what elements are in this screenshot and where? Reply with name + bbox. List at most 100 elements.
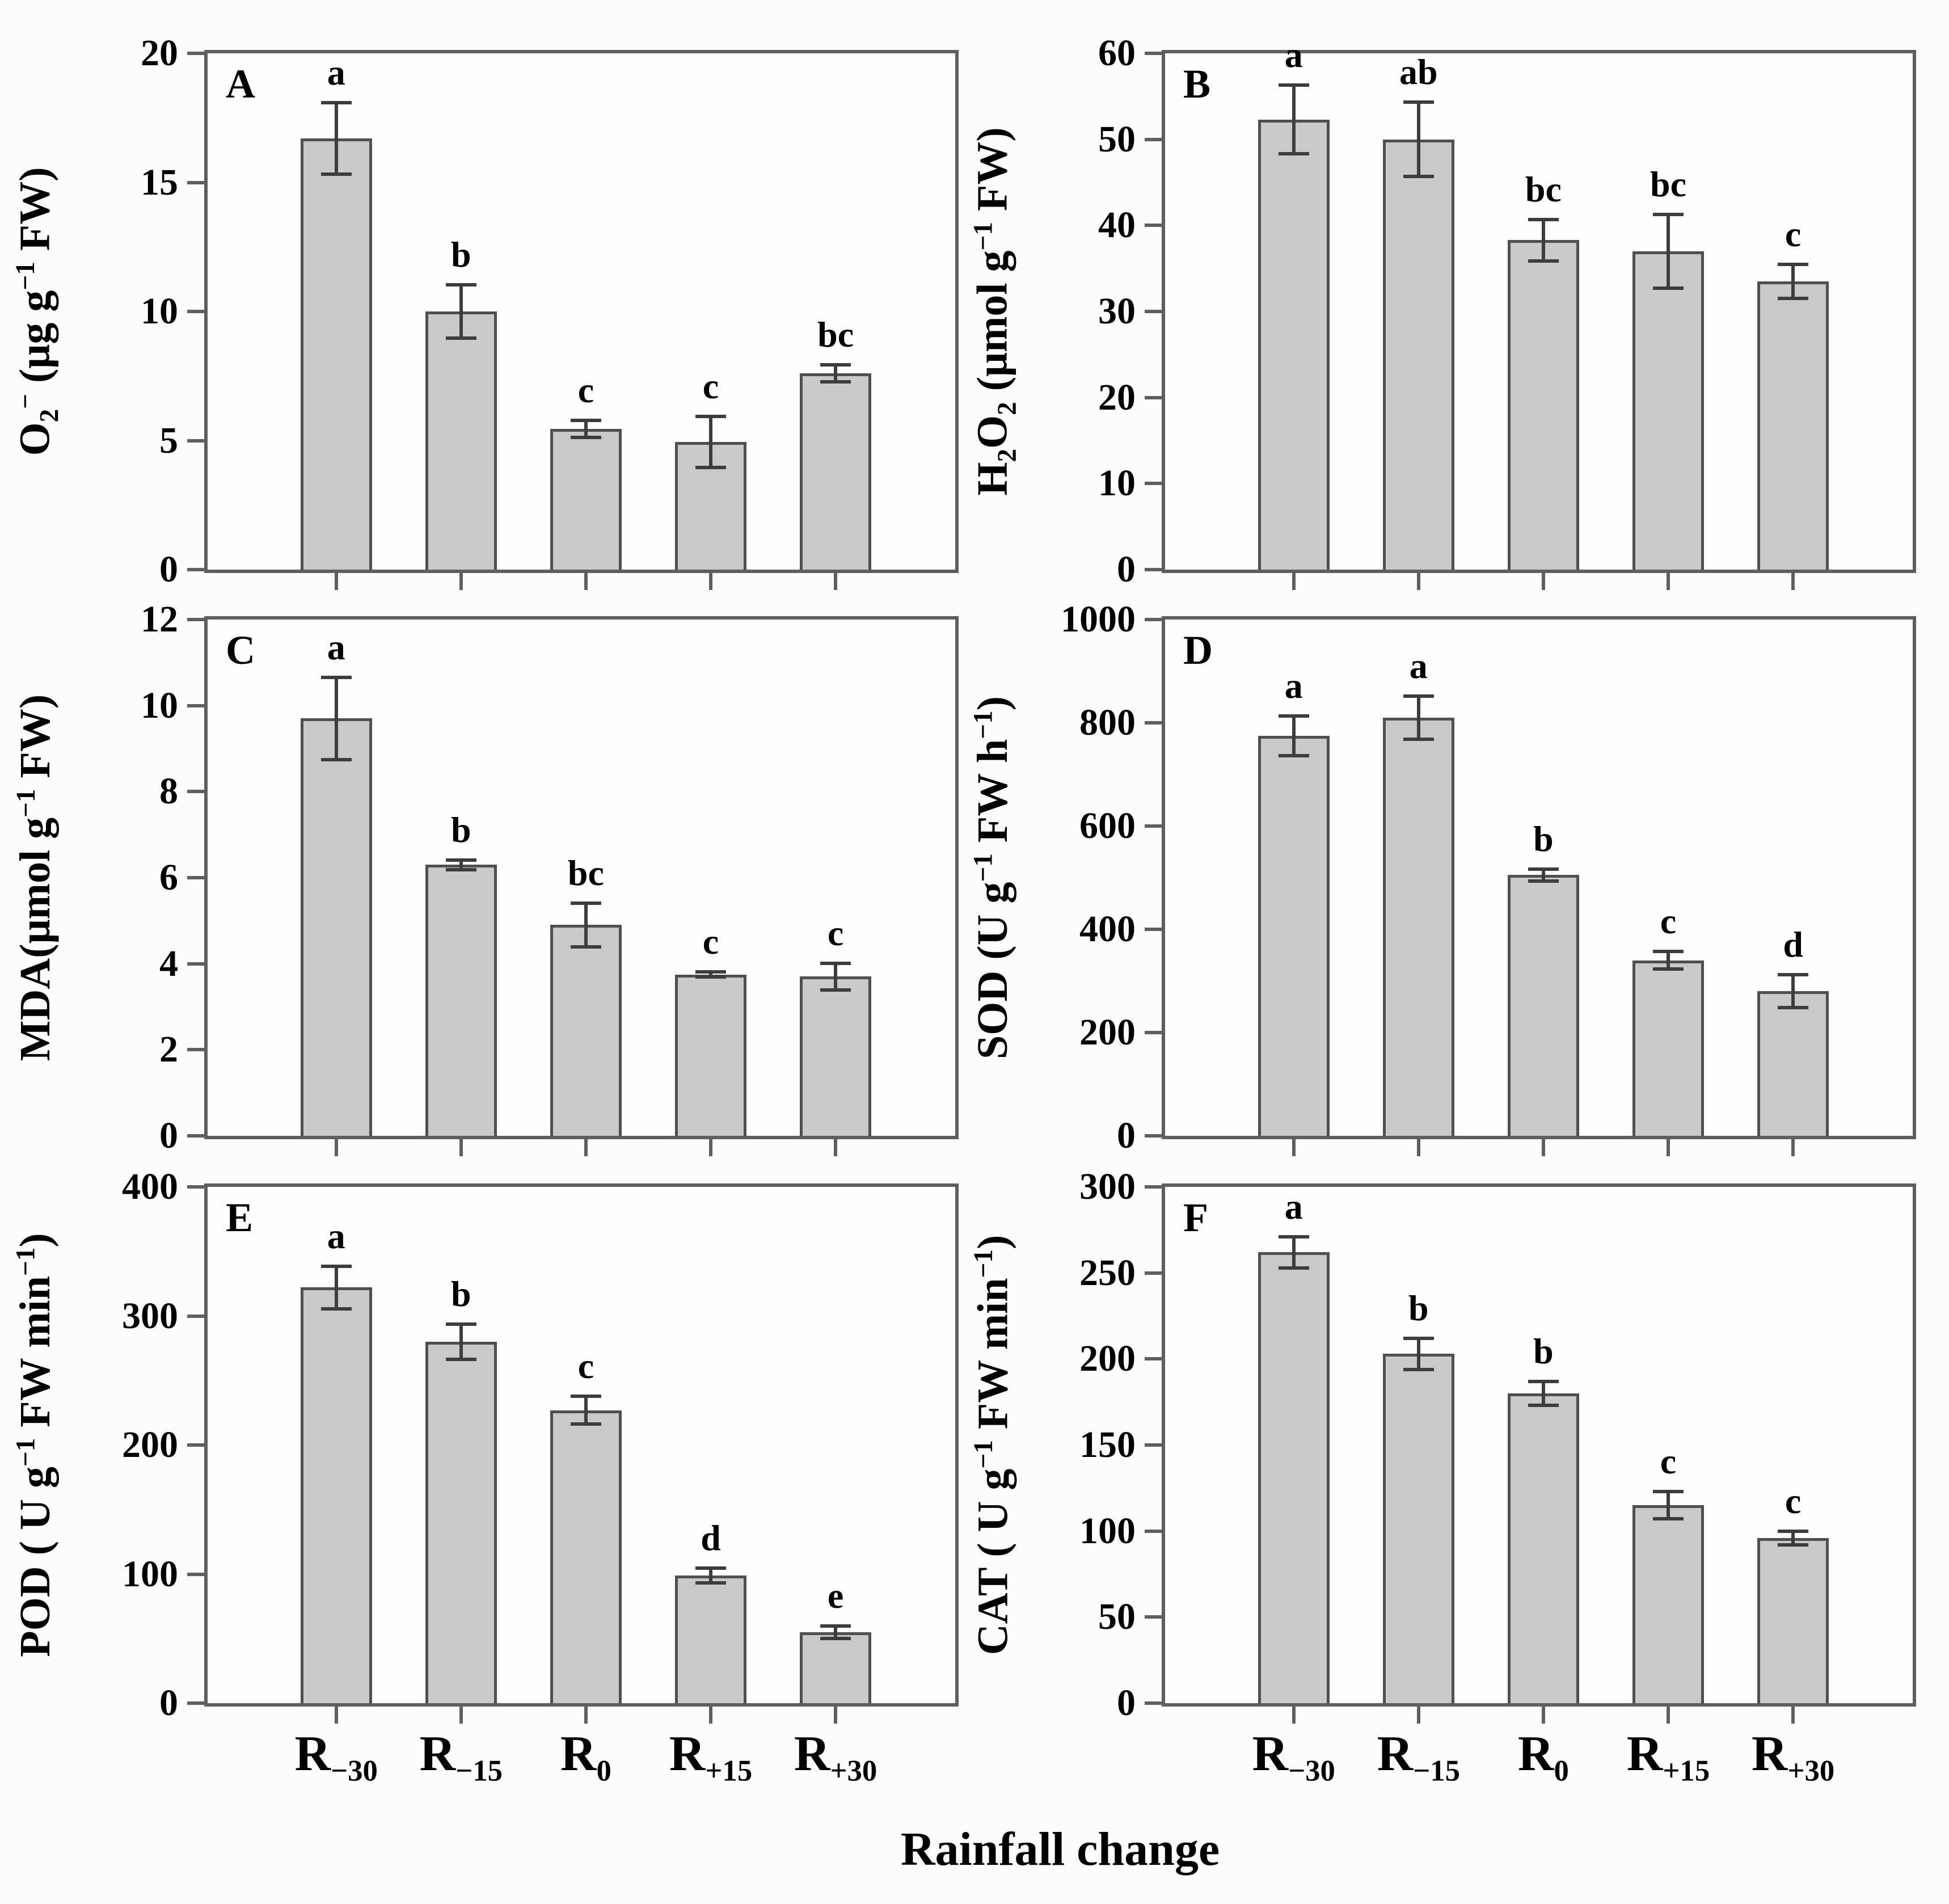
significance-letter: a — [1284, 35, 1303, 75]
x-tick-mark — [834, 573, 838, 590]
y-tick-label: 20 — [1098, 376, 1136, 418]
x-category-label-R+30: R+30 — [1751, 1726, 1835, 1788]
error-bar-line — [334, 101, 338, 176]
panel-D-plot: D SOD (U g−1 FW h−1) 0 200 400 600 800 1000 a a b c… — [969, 601, 1916, 1156]
error-bar-line — [1416, 1336, 1420, 1371]
y-axis-label: SOD (U g−1 FW h−1) — [968, 696, 1017, 1059]
x-tick-mark — [1791, 1139, 1795, 1156]
y-tick-label: 10 — [141, 290, 178, 332]
error-bar-cap-bottom — [1403, 1367, 1434, 1371]
error-bar-line — [459, 283, 463, 340]
y-tick-label: 100 — [1079, 1510, 1136, 1552]
y-tick-label: 250 — [1079, 1252, 1136, 1294]
x-tick-mark — [834, 1139, 838, 1156]
x-category-label-R+30: R+30 — [794, 1726, 878, 1788]
panel-label-C: C — [226, 627, 255, 673]
x-tick-mark — [1791, 573, 1795, 590]
error-bar-cap-bottom — [695, 465, 726, 469]
bar-R-15 — [1382, 1354, 1454, 1703]
error-bar-cap-top — [445, 283, 476, 287]
significance-letter: d — [701, 1517, 721, 1558]
significance-letter: c — [577, 369, 594, 410]
panel-A-plot: A O2− (μg g−1 FW) 0 5 10 15 20 a b c c bc — [11, 35, 959, 590]
bar-R+30 — [800, 373, 872, 570]
error-bar-cap-bottom — [570, 945, 601, 949]
y-tick-label: 0 — [159, 1682, 178, 1724]
error-bar-line — [1667, 950, 1670, 971]
error-bar-cap-top — [1778, 973, 1809, 977]
x-tick-mark — [709, 1139, 712, 1156]
x-tick-mark — [459, 573, 463, 590]
y-tick-mark — [1145, 568, 1162, 571]
error-bar-line — [709, 1566, 712, 1585]
x-tick-mark — [1416, 1707, 1420, 1724]
y-tick-label: 400 — [122, 1166, 178, 1207]
error-bar-cap-top — [1778, 1529, 1809, 1533]
x-category-label-R+15: R+15 — [669, 1726, 753, 1788]
y-axis-label: CAT ( U g−1 FW min−1) — [968, 1235, 1017, 1656]
y-axis-label-wrap: SOD (U g−1 FW h−1) — [965, 620, 1020, 1136]
error-bar-cap-bottom — [1528, 259, 1559, 263]
y-tick-label: 200 — [1079, 1012, 1136, 1053]
bar-R+15 — [675, 1575, 746, 1703]
significance-letter: bc — [1525, 169, 1562, 209]
y-tick-label: 6 — [159, 857, 178, 898]
error-bar-line — [1541, 1379, 1545, 1408]
significance-letter: b — [1533, 1330, 1554, 1371]
error-bar-cap-bottom — [1403, 174, 1434, 178]
error-bar-cap-top — [445, 1322, 476, 1326]
y-axis-label: H2O2 (μmol g−1 FW) — [968, 127, 1023, 496]
error-bar-cap-top — [1528, 217, 1559, 221]
x-tick-mark — [1791, 1707, 1795, 1724]
error-bar-line — [1292, 1235, 1296, 1270]
y-tick-label: 800 — [1079, 702, 1136, 743]
panel-C-plot: C MDA(μmol g−1 FW) 0 2 4 6 8 10 12 a b bc c c — [11, 601, 959, 1156]
panel-label-B: B — [1183, 61, 1211, 107]
bar-R0 — [1507, 240, 1579, 570]
y-axis-label-wrap: H2O2 (μmol g−1 FW) — [965, 53, 1023, 570]
bar-R+15 — [1632, 960, 1704, 1136]
bar-R-15 — [425, 865, 497, 1136]
y-tick-label: 10 — [141, 684, 178, 726]
y-tick-label: 40 — [1098, 204, 1136, 246]
y-tick-mark — [1145, 1271, 1162, 1275]
y-axis-label-wrap: POD ( U g−1 FW min−1) — [8, 1187, 62, 1703]
y-tick-mark — [187, 1314, 204, 1318]
error-bar-line — [1791, 262, 1795, 301]
y-tick-mark — [1145, 1357, 1162, 1361]
y-tick-mark — [1145, 224, 1162, 228]
y-tick-mark — [187, 568, 204, 571]
significance-letter: a — [327, 626, 345, 667]
panel-F-plot: F CAT ( U g−1 FW min−1) 0 50 100 150 200 250 300… — [969, 1168, 1916, 1786]
x-category-label-R+15: R+15 — [1626, 1726, 1710, 1788]
x-tick-mark — [709, 1707, 712, 1724]
error-bar-cap-top — [1278, 1235, 1309, 1239]
error-bar-line — [709, 415, 712, 469]
significance-letter: d — [1783, 924, 1803, 965]
y-tick-mark — [1145, 482, 1162, 486]
y-tick-mark — [187, 1134, 204, 1138]
error-bar-cap-bottom — [1528, 879, 1559, 883]
y-tick-mark — [1145, 395, 1162, 399]
y-tick-label: 12 — [141, 599, 178, 640]
y-tick-label: 400 — [1079, 908, 1136, 950]
error-bar-line — [834, 961, 838, 992]
y-tick-mark — [1145, 1185, 1162, 1189]
significance-letter: b — [451, 809, 471, 850]
y-tick-label: 15 — [141, 161, 178, 203]
x-tick-mark — [1541, 573, 1545, 590]
significance-letter: b — [1533, 818, 1554, 859]
error-bar-cap-bottom — [445, 867, 476, 871]
y-tick-label: 4 — [159, 942, 178, 984]
y-tick-label: 1000 — [1061, 599, 1136, 640]
error-bar-cap-bottom — [1278, 753, 1309, 757]
error-bar-cap-top — [570, 1395, 601, 1398]
error-bar-cap-top — [820, 961, 851, 965]
y-tick-label: 60 — [1098, 32, 1136, 74]
error-bar-cap-bottom — [570, 436, 601, 440]
significance-letter: c — [702, 366, 719, 406]
bar-R0 — [1507, 875, 1579, 1136]
significance-letter: c — [702, 921, 719, 962]
x-tick-mark — [584, 1139, 588, 1156]
